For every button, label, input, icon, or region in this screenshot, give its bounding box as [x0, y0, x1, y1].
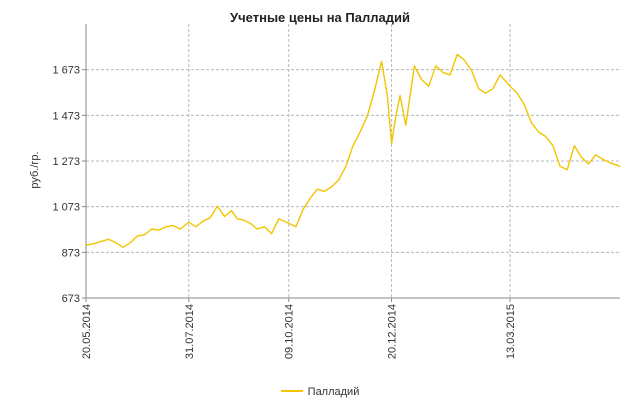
series-line-0 [85, 53, 621, 249]
series-layer [85, 53, 621, 249]
axis-layer: 673 873 1 073 1 273 1 473 1 673 20.05.2014 31.0… [52, 24, 620, 359]
y-tick-label: 1 073 [52, 202, 80, 214]
chart-title: Учетные цены на Палладий [230, 10, 410, 25]
legend: Палладий [0, 386, 640, 398]
y-tick-label: 673 [62, 293, 80, 305]
x-tick-label: 20.12.2014 [387, 304, 399, 359]
legend-label: Палладий [307, 386, 360, 398]
legend-swatch [280, 390, 303, 393]
y-axis-label: руб./гр. [29, 151, 41, 188]
y-tick-label: 1 473 [52, 110, 80, 122]
grid-layer [85, 24, 620, 299]
x-tick-label: 31.07.2014 [184, 304, 196, 359]
y-tick-label: 1 673 [52, 65, 80, 77]
x-tick-label: 20.05.2014 [81, 304, 93, 359]
x-tick-label: 09.10.2014 [284, 304, 296, 359]
y-tick-label: 873 [62, 247, 80, 259]
x-tick-label: 13.03.2015 [505, 304, 517, 359]
y-tick-label: 1 273 [52, 156, 80, 168]
